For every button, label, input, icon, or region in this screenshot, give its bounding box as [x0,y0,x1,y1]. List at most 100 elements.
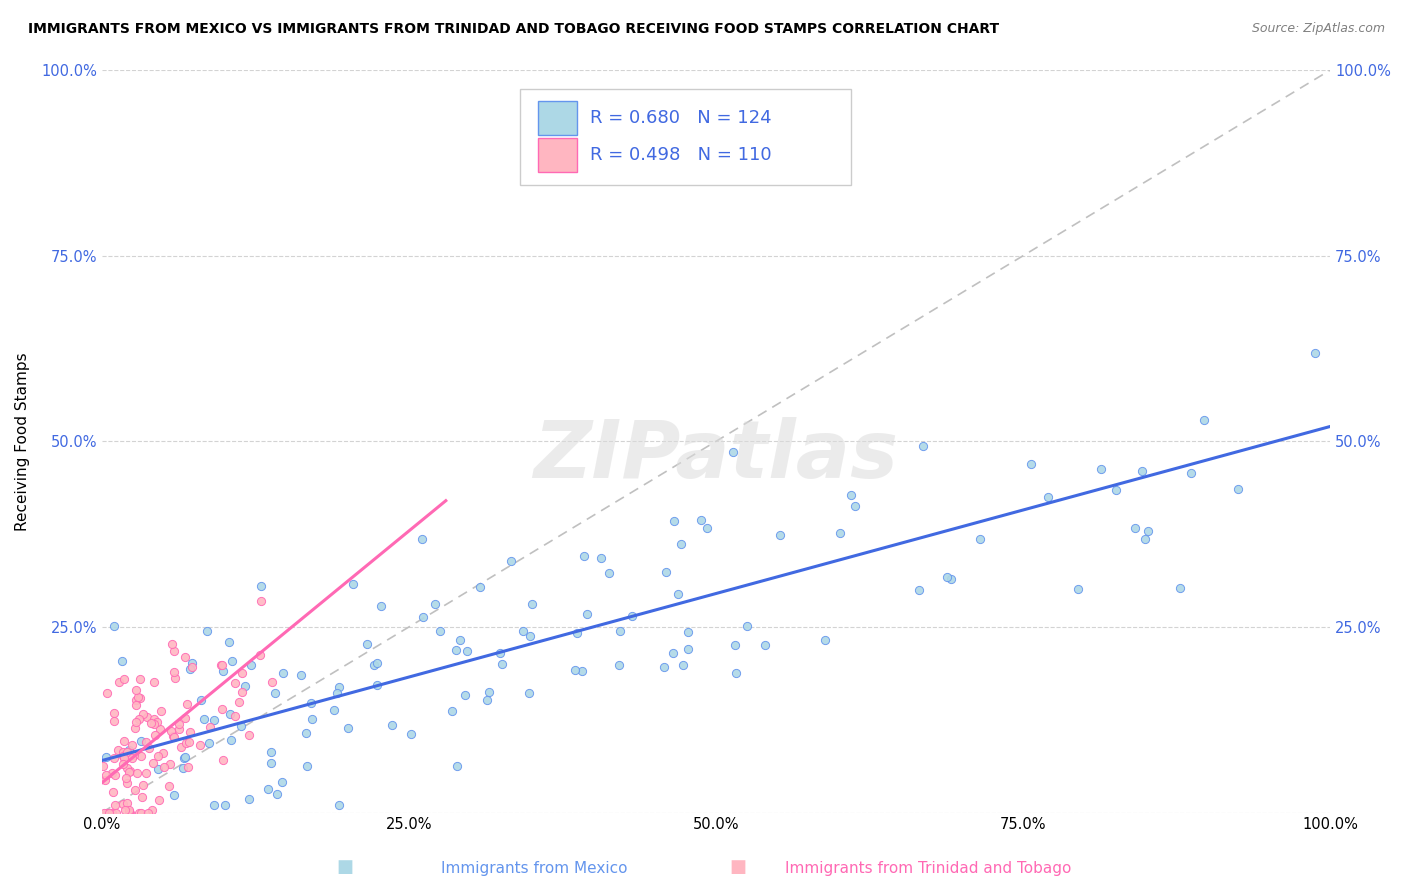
Point [912,440,935,454]
Point [163,730,186,744]
Point [501,554,523,568]
Point [1180,466,1202,480]
Point [128,805,150,820]
Point [565,625,588,640]
Point [262,674,284,689]
Point [112,672,135,686]
Point [209,657,232,672]
Point [190,693,212,707]
Point [142,756,165,770]
Point [214,798,236,813]
Point [114,803,136,817]
Point [118,803,141,817]
Point [259,745,281,759]
FancyBboxPatch shape [538,101,578,135]
Point [198,720,221,734]
Point [598,566,620,580]
Point [696,521,718,535]
Point [224,709,246,723]
Point [370,599,392,613]
Point [127,690,149,704]
Point [96,805,118,820]
Point [228,695,250,709]
Point [295,759,318,773]
Point [195,624,218,638]
Point [118,764,141,779]
Point [107,743,129,757]
Point [121,738,143,752]
Point [120,805,142,820]
Point [91,759,114,773]
Point [198,736,221,750]
Point [172,761,194,775]
Point [176,736,198,750]
Point [969,532,991,546]
Point [1137,524,1160,538]
Text: Immigrants from Mexico: Immigrants from Mexico [441,861,627,876]
Point [1133,533,1156,547]
Point [456,643,478,657]
Point [177,760,200,774]
Point [115,796,138,810]
Point [475,693,498,707]
Point [662,514,685,528]
Point [935,570,957,584]
Point [176,697,198,711]
Point [115,771,138,785]
Point [163,788,186,802]
Point [224,676,246,690]
Point [162,729,184,743]
Point [522,597,544,611]
Point [672,657,695,672]
Point [128,712,150,726]
Point [125,698,148,713]
Point [478,685,501,699]
Point [250,594,273,608]
Point [1019,458,1042,472]
Point [103,619,125,633]
Point [136,709,159,723]
Point [188,738,211,752]
Point [143,716,166,731]
Point [238,728,260,742]
Text: Source: ZipAtlas.com: Source: ZipAtlas.com [1251,22,1385,36]
Point [654,565,676,579]
Point [517,685,540,699]
Point [662,647,685,661]
Point [202,713,225,727]
Point [138,740,160,755]
Point [769,528,792,542]
Point [152,759,174,773]
Point [366,678,388,692]
Point [149,722,172,736]
Point [111,655,134,669]
Point [212,664,235,678]
Point [839,488,862,502]
Point [844,499,866,513]
Point [93,805,115,820]
Point [211,702,233,716]
Point [941,572,963,586]
Text: Immigrants from Trinidad and Tobago: Immigrants from Trinidad and Tobago [785,861,1071,876]
Point [163,665,186,680]
Point [240,658,263,673]
Point [136,805,159,820]
Point [491,657,513,671]
Point [689,513,711,527]
Point [575,607,598,622]
Point [401,727,423,741]
Point [115,761,138,775]
Point [238,791,260,805]
Text: R = 0.498   N = 110: R = 0.498 N = 110 [589,145,770,164]
Point [173,750,195,764]
Point [149,704,172,718]
Point [356,637,378,651]
Point [132,778,155,792]
Point [328,680,350,694]
Point [589,551,612,566]
Point [103,706,125,721]
Point [112,746,135,760]
Point [295,725,318,739]
Point [112,751,135,765]
Point [454,688,477,702]
